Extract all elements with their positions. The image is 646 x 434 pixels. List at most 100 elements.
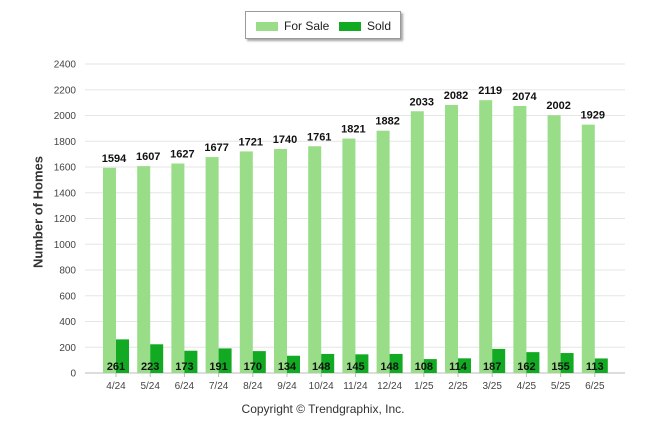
sold-value-label: 162: [517, 361, 535, 373]
bar-sold[interactable]: [184, 350, 198, 373]
bar-sold[interactable]: [526, 352, 540, 373]
x-tick-label: 12/24: [377, 381, 402, 392]
for-sale-value-label: 1594: [102, 153, 127, 165]
for-sale-value-label: 2082: [444, 90, 468, 102]
for-sale-value-label: 1607: [136, 151, 160, 163]
bar-for-sale[interactable]: [376, 130, 390, 373]
y-tick-label: 200: [59, 343, 76, 354]
sold-value-label: 134: [278, 361, 297, 373]
x-axis-ticks: 4/24 5/24 6/24 7/24 8/24 9/24 10/24 11/24 12/24 1…: [106, 373, 605, 392]
y-tick-label: 800: [59, 266, 76, 277]
bar-sold[interactable]: [423, 359, 437, 373]
for-sale-value-label: 2074: [512, 91, 537, 103]
y-tick-label: 1800: [54, 137, 77, 148]
sold-value-label: 145: [346, 361, 364, 373]
x-tick-label: 1/25: [414, 381, 434, 392]
sold-value-label: 108: [415, 361, 433, 373]
x-tick-label: 5/24: [140, 381, 160, 392]
sold-value-label: 223: [141, 361, 159, 373]
for-sale-value-label: 1740: [273, 134, 297, 146]
legend-label-sold: Sold: [367, 19, 392, 33]
y-axis-title: Number of Homes: [30, 156, 46, 268]
bar-for-sale[interactable]: [205, 157, 219, 373]
x-tick-label: 6/25: [585, 381, 605, 392]
bar-sold[interactable]: [287, 355, 300, 373]
x-tick-label: 3/25: [482, 381, 502, 392]
x-tick-label: 8/24: [243, 381, 263, 392]
x-tick-label: 10/24: [309, 381, 334, 392]
x-tick-label: 7/24: [209, 381, 229, 392]
bar-sold[interactable]: [252, 351, 266, 373]
y-tick-label: 1000: [54, 240, 77, 251]
bar-sold[interactable]: [218, 348, 232, 373]
bar-sold[interactable]: [116, 339, 129, 373]
x-tick-label: 11/24: [343, 381, 368, 392]
for-sale-value-label: 1882: [375, 116, 399, 128]
bar-for-sale[interactable]: [513, 105, 527, 373]
bar-for-sale[interactable]: [445, 104, 458, 373]
bar-for-sale[interactable]: [410, 111, 424, 373]
sold-swatch: [339, 21, 361, 31]
bar-for-sale[interactable]: [479, 100, 493, 374]
bar-for-sale[interactable]: [581, 124, 595, 373]
y-tick-label: 1400: [54, 188, 77, 199]
y-tick-label: 1200: [54, 214, 77, 225]
bar-sold[interactable]: [594, 358, 608, 373]
y-tick-label: 600: [59, 291, 76, 302]
for-sale-value-label: 2119: [478, 85, 502, 97]
sold-value-label: 148: [312, 361, 330, 373]
bar-sold[interactable]: [355, 354, 369, 373]
bar-sold[interactable]: [560, 353, 574, 373]
bar-sold[interactable]: [492, 348, 506, 373]
sold-value-label: 191: [209, 361, 227, 373]
for-sale-value-label: 1821: [341, 124, 365, 136]
bar-for-sale[interactable]: [239, 151, 253, 373]
sold-value-label: 187: [483, 361, 501, 373]
bar-sold[interactable]: [389, 353, 403, 373]
bar-sold[interactable]: [321, 353, 335, 373]
sold-value-label: 173: [175, 361, 193, 373]
sold-value-label: 155: [551, 361, 569, 373]
x-tick-label: 9/24: [277, 381, 297, 392]
legend-item-sold[interactable]: Sold: [339, 19, 391, 33]
x-tick-label: 5/25: [551, 381, 571, 392]
x-tick-label: 4/24: [106, 381, 126, 392]
bar-for-sale[interactable]: [547, 115, 561, 374]
bar-for-sale[interactable]: [342, 138, 356, 373]
for-sale-value-label: 2033: [410, 96, 434, 108]
x-tick-label: 4/25: [517, 381, 537, 392]
for-sale-value-label: 1929: [581, 110, 605, 122]
for-sale-value-label: 1677: [204, 142, 228, 154]
y-axis-ticks: 0 200 400 600 800 1000 1200 1400 1600 1800 2000 220…: [54, 60, 77, 380]
for-sale-value-label: 1721: [239, 136, 263, 148]
bars: [103, 100, 608, 374]
x-tick-label: 6/24: [175, 381, 195, 392]
copyright-text: Copyright © Trendgraphix, Inc.: [241, 402, 405, 416]
sold-value-label: 148: [380, 361, 398, 373]
y-tick-label: 2200: [54, 85, 77, 96]
legend: For Sale Sold: [245, 11, 401, 39]
bar-for-sale[interactable]: [308, 146, 322, 373]
bar-sold[interactable]: [150, 344, 164, 373]
y-tick-label: 0: [70, 369, 76, 380]
legend-item-for-sale[interactable]: For Sale: [256, 19, 329, 33]
bar-sold[interactable]: [458, 358, 471, 373]
for-sale-value-label: 1761: [307, 131, 331, 143]
bar-for-sale[interactable]: [171, 163, 185, 373]
sold-value-label: 261: [107, 361, 125, 373]
sold-value-label: 113: [586, 361, 604, 373]
y-tick-label: 400: [59, 317, 76, 328]
y-tick-label: 1600: [54, 163, 77, 174]
bar-for-sale[interactable]: [137, 166, 151, 373]
sold-value-label: 114: [449, 361, 468, 373]
for-sale-value-label: 1627: [170, 149, 194, 161]
x-tick-label: 2/25: [448, 381, 468, 392]
for-sale-swatch: [256, 21, 278, 31]
bar-for-sale[interactable]: [103, 167, 116, 373]
sold-value-label: 170: [244, 361, 262, 373]
for-sale-value-label: 2002: [546, 100, 570, 112]
bar-for-sale[interactable]: [274, 148, 287, 373]
y-tick-label: 2000: [54, 111, 77, 122]
legend-label-for-sale: For Sale: [284, 19, 330, 33]
